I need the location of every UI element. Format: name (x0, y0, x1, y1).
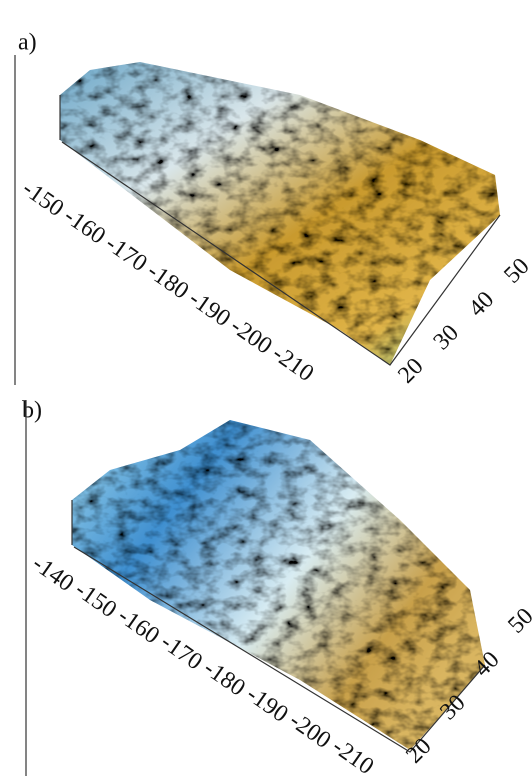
tick-label: -190 (242, 681, 293, 728)
tick-label: -160 (113, 603, 164, 650)
tick-label: 20 (393, 353, 428, 388)
tick-label: -180 (199, 655, 250, 702)
surface (72, 420, 485, 750)
tick-label: -210 (327, 734, 378, 776)
tick-label: -140 (27, 551, 78, 598)
tick-label: 50 (499, 253, 532, 288)
tick-label: -150 (17, 176, 68, 223)
tick-label: 30 (429, 320, 464, 355)
tick-label: 40 (464, 287, 499, 322)
tick-label: -210 (267, 341, 318, 388)
tick-label: -150 (70, 577, 121, 624)
tick-label: 50 (503, 603, 532, 638)
tick-label: -180 (142, 258, 193, 305)
axis-line (61, 141, 501, 366)
tick-label: -200 (226, 313, 277, 360)
tick-label: -190 (184, 286, 235, 333)
tick-label: -170 (101, 231, 152, 278)
tick-label: -160 (59, 203, 110, 250)
axis-line (73, 546, 486, 753)
panel-label: b) (22, 398, 42, 424)
surface (60, 62, 500, 365)
tick-label: -170 (156, 629, 207, 676)
tick-label: -200 (285, 707, 336, 754)
panel-label: a) (18, 30, 37, 56)
